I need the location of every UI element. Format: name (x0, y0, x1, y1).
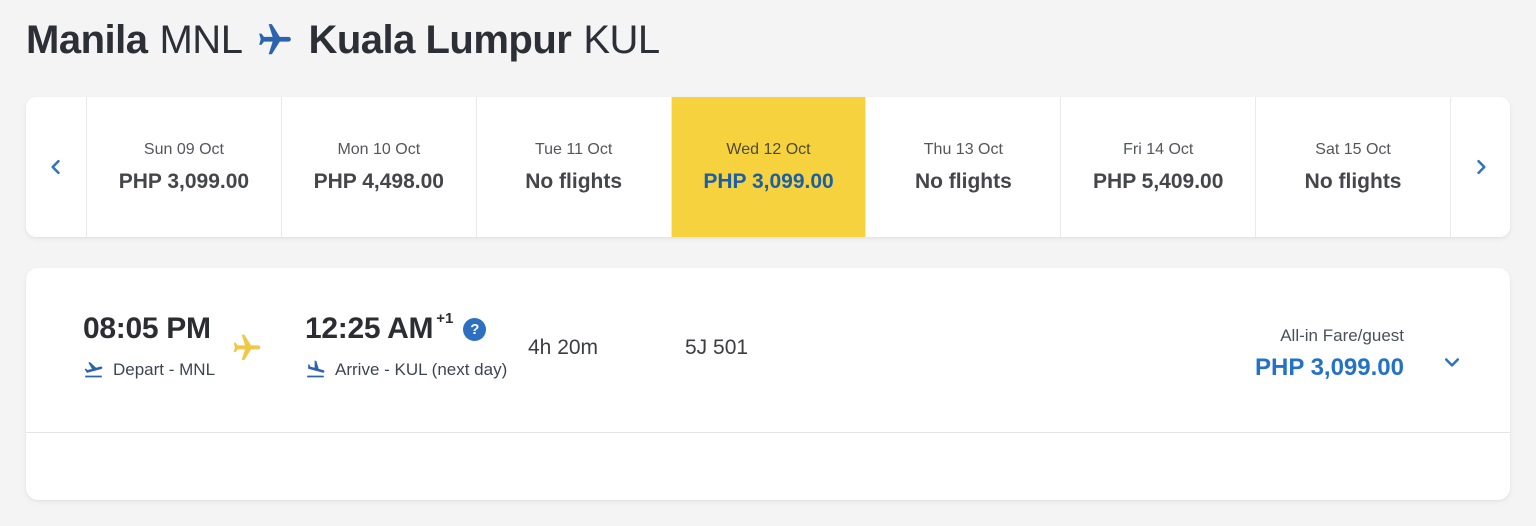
date-cell-fare: PHP 3,099.00 (118, 169, 250, 193)
fare-amount: PHP 3,099.00 (1254, 354, 1404, 381)
departure-time: 08:05 PM (83, 312, 211, 345)
chevron-left-icon (51, 159, 60, 175)
arrival-time: 12:25 AM (305, 312, 434, 345)
carousel-next-button[interactable] (1450, 97, 1510, 237)
flight-card: 08:05 PM Depart - MNL 12:25 AM +1 ? Arri… (26, 268, 1510, 500)
date-cell-date: Wed 12 Oct (726, 140, 811, 158)
route-plane-icon (256, 21, 294, 59)
date-cell-3[interactable]: Wed 12 Oct PHP 3,099.00 (670, 97, 866, 237)
arrival-plus-days-badge: +1 (436, 309, 454, 327)
fare-label: All-in Fare/guest (1280, 326, 1404, 345)
date-strip-track: Sun 09 Oct PHP 3,099.00 Mon 10 Oct PHP 4… (86, 97, 1450, 237)
date-cell-fare: PHP 3,099.00 (703, 169, 834, 193)
flight-number: 5J 501 (685, 336, 749, 359)
origin-city: Manila (26, 17, 148, 62)
destination-city: Kuala Lumpur (308, 17, 572, 62)
date-cell-fare: No flights (1304, 169, 1402, 193)
date-cell-0[interactable]: Sun 09 Oct PHP 3,099.00 (86, 97, 281, 237)
card-divider (26, 432, 1510, 433)
chevron-right-icon (1476, 159, 1486, 175)
date-cell-fare: No flights (525, 169, 623, 193)
date-cell-date: Mon 10 Oct (337, 140, 421, 158)
date-cell-date: Tue 11 Oct (534, 140, 613, 158)
departure-block: 08:05 PM Depart - MNL (83, 312, 215, 380)
date-cell-2[interactable]: Tue 11 Oct No flights (475, 97, 671, 237)
destination-code: KUL (583, 17, 660, 62)
arrival-block: 12:25 AM +1 ? Arrive - KUL (next day) (305, 309, 508, 380)
date-cell-fare: PHP 5,409.00 (1093, 169, 1224, 193)
arrival-label: Arrive - KUL (next day) (335, 359, 508, 379)
date-cell-6[interactable]: Sat 15 Oct No flights (1255, 97, 1450, 237)
origin-code: MNL (159, 17, 243, 62)
date-cell-date: Sat 15 Oct (1315, 140, 1391, 158)
date-cell-1[interactable]: Mon 10 Oct PHP 4,498.00 (280, 97, 476, 237)
date-cell-date: Thu 13 Oct (923, 140, 1003, 158)
expand-chevron-icon[interactable] (1440, 352, 1464, 372)
flight-landing-icon (307, 360, 325, 378)
route-header: Manila MNL Kuala Lumpur KUL (26, 14, 660, 66)
flight-direction-plane-icon (231, 332, 263, 369)
departure-label: Depart - MNL (113, 359, 216, 379)
date-cell-5[interactable]: Fri 14 Oct PHP 5,409.00 (1060, 97, 1255, 237)
date-cell-4[interactable]: Thu 13 Oct No flights (865, 97, 1060, 237)
carousel-prev-button[interactable] (26, 97, 86, 237)
date-carousel: Sun 09 Oct PHP 3,099.00 Mon 10 Oct PHP 4… (26, 97, 1510, 237)
date-cell-date: Sun 09 Oct (143, 140, 224, 158)
card-footer (26, 433, 1510, 500)
fare-block[interactable]: All-in Fare/guest PHP 3,099.00 (1255, 326, 1404, 382)
flight-duration: 4h 20m (528, 336, 599, 359)
date-cell-date: Fri 14 Oct (1123, 140, 1194, 158)
date-cell-fare: PHP 4,498.00 (313, 169, 444, 193)
flight-takeoff-icon (84, 362, 103, 378)
next-day-help-icon[interactable]: ? (463, 317, 487, 341)
date-cell-fare: No flights (914, 169, 1012, 193)
